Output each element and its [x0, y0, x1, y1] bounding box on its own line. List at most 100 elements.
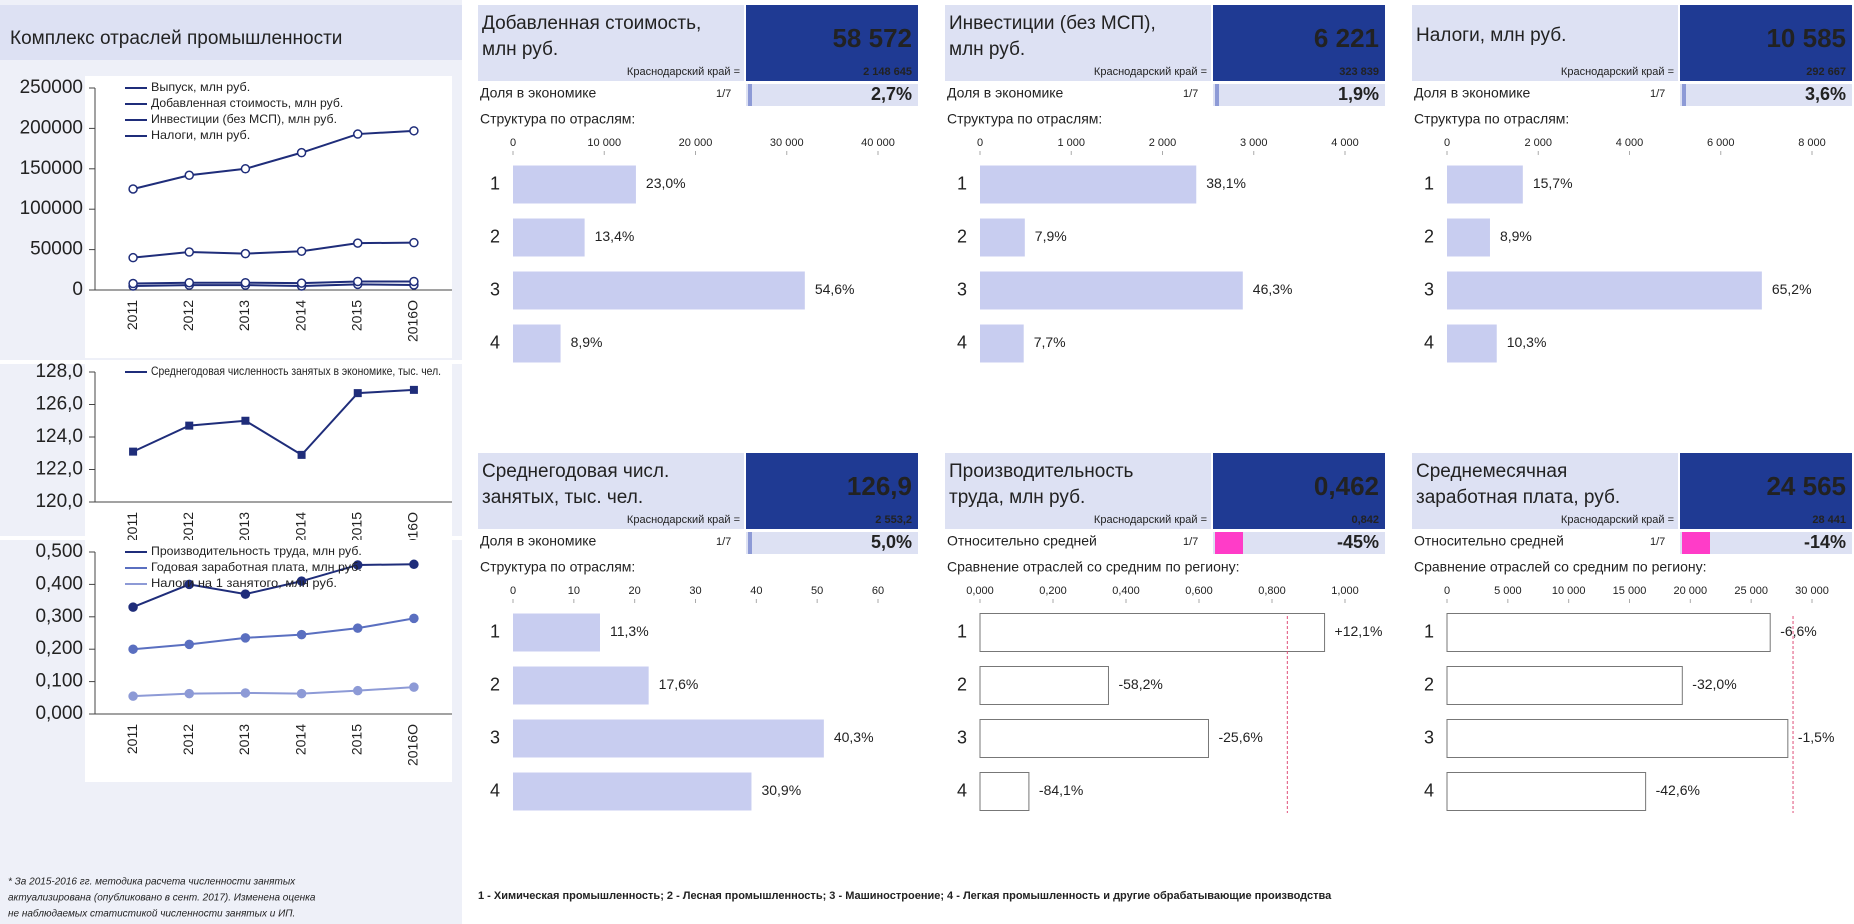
y-tick-label: 0,400 — [35, 573, 83, 594]
share-value: -45% — [1337, 532, 1379, 552]
value-label: 8,9% — [571, 334, 603, 350]
y-tick-label: 128,0 — [35, 361, 83, 382]
bar — [513, 772, 752, 811]
kpi-value: 58 572 — [832, 23, 912, 53]
category-label: 4 — [490, 332, 500, 352]
bar — [513, 218, 585, 257]
value-label: 30,9% — [761, 782, 801, 798]
x-tick-label: 20 000 — [679, 137, 713, 149]
share-box — [1213, 532, 1385, 554]
point — [184, 639, 194, 650]
plot-area — [85, 76, 452, 358]
panel-title: заработная плата, руб. — [1416, 487, 1620, 508]
region-value: 0,842 — [1351, 514, 1379, 526]
point — [128, 278, 138, 289]
region-label: Краснодарский край = — [1094, 66, 1207, 78]
point — [296, 147, 307, 158]
kpi-value: 24 565 — [1766, 471, 1846, 501]
x-tick-label: 2015 — [348, 300, 364, 331]
point — [353, 685, 363, 696]
share-text: Доля в экономике — [947, 85, 1064, 101]
value-label: -1,5% — [1798, 729, 1835, 745]
y-tick-label: 0,100 — [35, 671, 83, 692]
value-label: 8,9% — [1500, 228, 1532, 244]
point — [296, 576, 307, 586]
share-text: Доля в экономике — [480, 85, 597, 101]
x-tick-label: 0 — [977, 137, 983, 149]
x-tick-label: 2013 — [236, 512, 252, 543]
share-marker — [1215, 84, 1219, 106]
x-tick-label: 50 — [811, 585, 823, 597]
kpi-box — [746, 453, 918, 529]
share-box — [746, 84, 918, 106]
point — [241, 416, 250, 425]
x-tick-label: 10 000 — [1552, 585, 1586, 597]
x-tick-label: 0 — [510, 585, 516, 597]
x-tick-label: 2015 — [348, 724, 364, 755]
region-value: 28 441 — [1812, 514, 1846, 526]
value-label: 38,1% — [1206, 175, 1246, 191]
point — [240, 688, 251, 698]
kpi-value: 6 221 — [1314, 23, 1379, 53]
point — [409, 613, 419, 624]
share-value: 1,9% — [1338, 84, 1379, 104]
value-label: 10,3% — [1507, 334, 1547, 350]
bar — [1447, 324, 1497, 363]
x-tick-label: 0,200 — [1039, 585, 1067, 597]
industry-note: 1 - Химическая промышленность; 2 - Лесна… — [478, 890, 1332, 902]
category-label: 3 — [957, 279, 967, 299]
panel-title: Производительность — [949, 461, 1134, 482]
region-label: Краснодарский край = — [1561, 514, 1674, 526]
series-line — [132, 388, 414, 457]
rank: 1/7 — [1650, 536, 1665, 548]
kpi-value: 10 585 — [1766, 23, 1846, 53]
kpi-value: 126,9 — [847, 471, 912, 501]
value-label: 17,6% — [659, 676, 699, 692]
point — [409, 126, 419, 136]
bar — [1447, 271, 1762, 310]
category-label: 2 — [1424, 674, 1434, 694]
x-tick-label: 60 — [872, 585, 884, 597]
category-label: 1 — [957, 621, 967, 641]
category-label: 1 — [957, 173, 967, 193]
x-tick-label: 40 000 — [861, 137, 895, 149]
x-tick-label: 2012 — [180, 300, 196, 331]
series-line — [132, 241, 414, 259]
point — [296, 278, 307, 288]
point — [409, 682, 419, 692]
share-marker — [1215, 532, 1243, 554]
point — [409, 559, 419, 570]
kpi-box — [1680, 5, 1852, 81]
point — [409, 385, 418, 394]
point — [128, 691, 138, 701]
x-tick-label: 2016О — [405, 300, 421, 342]
rank: 1/7 — [716, 88, 731, 100]
series-line — [132, 129, 414, 190]
legend-label: Производительность труда, млн руб. — [151, 544, 362, 558]
bar — [1446, 666, 1683, 705]
x-tick-label: 30 000 — [1795, 585, 1829, 597]
value-label: 54,6% — [815, 281, 855, 297]
rank: 1/7 — [1183, 536, 1198, 548]
x-tick-label: 2016О — [405, 724, 421, 766]
point — [184, 277, 194, 288]
point — [184, 688, 194, 699]
point — [297, 450, 306, 459]
value-label: -84,1% — [1039, 782, 1083, 798]
category-label: 4 — [957, 780, 967, 800]
chart-title: Комплекс отраслей промышленности — [10, 28, 342, 49]
bar — [513, 613, 600, 652]
share-value: 2,7% — [871, 84, 912, 104]
point — [129, 447, 138, 456]
series-line — [133, 686, 414, 698]
panel-title: Налоги, млн руб. — [1416, 25, 1566, 46]
point — [128, 602, 138, 612]
category-label: 2 — [1424, 226, 1434, 246]
x-tick-label: 0 — [1444, 585, 1450, 597]
share-box — [746, 532, 918, 554]
x-tick-label: 2012 — [180, 512, 196, 543]
bar — [513, 165, 636, 204]
subtitle: Структура по отраслям: — [480, 559, 635, 575]
x-tick-label: 2 000 — [1149, 137, 1177, 149]
